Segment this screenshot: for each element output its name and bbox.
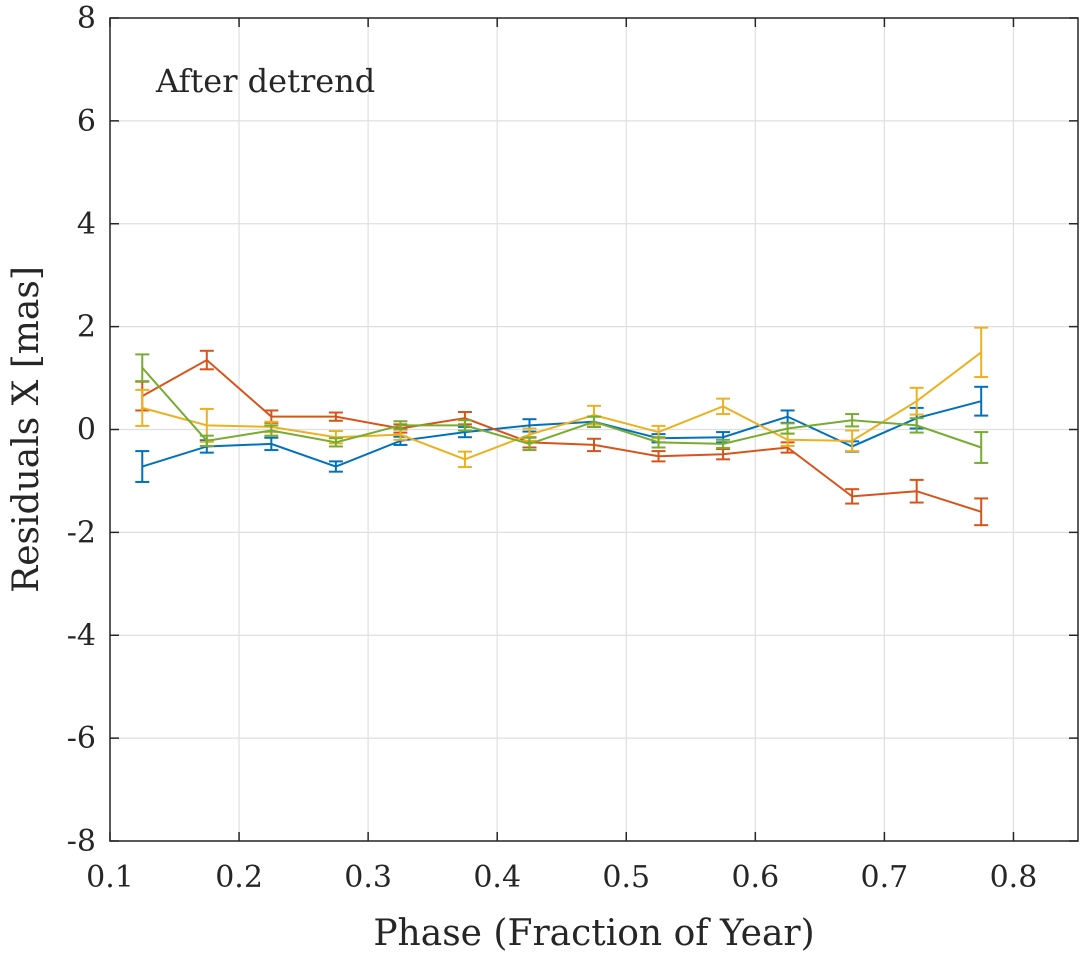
y-tick-label: 4 [77,207,96,242]
axis-ticks: 0.1 0.2 0.3 0.4 0.5 0.6 0.7 0.8 -8 -6 -4 -2 0 2 4 6 8 [67,1,1078,895]
series-2 [135,349,989,527]
y-tick-label: -2 [67,515,96,550]
annotation-text: After detrend [155,62,375,100]
x-tick-label: 0.4 [473,860,521,895]
y-tick-label: 6 [77,104,96,139]
x-tick-label: 0.5 [602,860,650,895]
x-axis-label: Phase (Fraction of Year) [373,913,814,954]
y-axis-label: Residuals X [mas] [6,266,47,593]
y-tick-label: 2 [77,310,96,345]
series-4 [135,353,989,464]
y-tick-label: 0 [77,413,96,448]
y-tick-label: -8 [67,824,96,859]
y-tick-label: -4 [67,618,96,653]
x-tick-label: 0.2 [215,860,263,895]
series-layer [135,326,989,527]
series-line [142,351,982,461]
y-tick-label: -6 [67,721,96,756]
x-tick-label: 0.1 [86,860,134,895]
x-tick-label: 0.8 [990,860,1038,895]
x-tick-label: 0.3 [344,860,392,895]
series-3 [135,326,989,469]
y-tick-label: 8 [77,1,96,36]
series-line [141,367,982,449]
x-tick-label: 0.6 [731,860,779,895]
series-line [141,358,982,513]
x-tick-label: 0.7 [861,860,909,895]
